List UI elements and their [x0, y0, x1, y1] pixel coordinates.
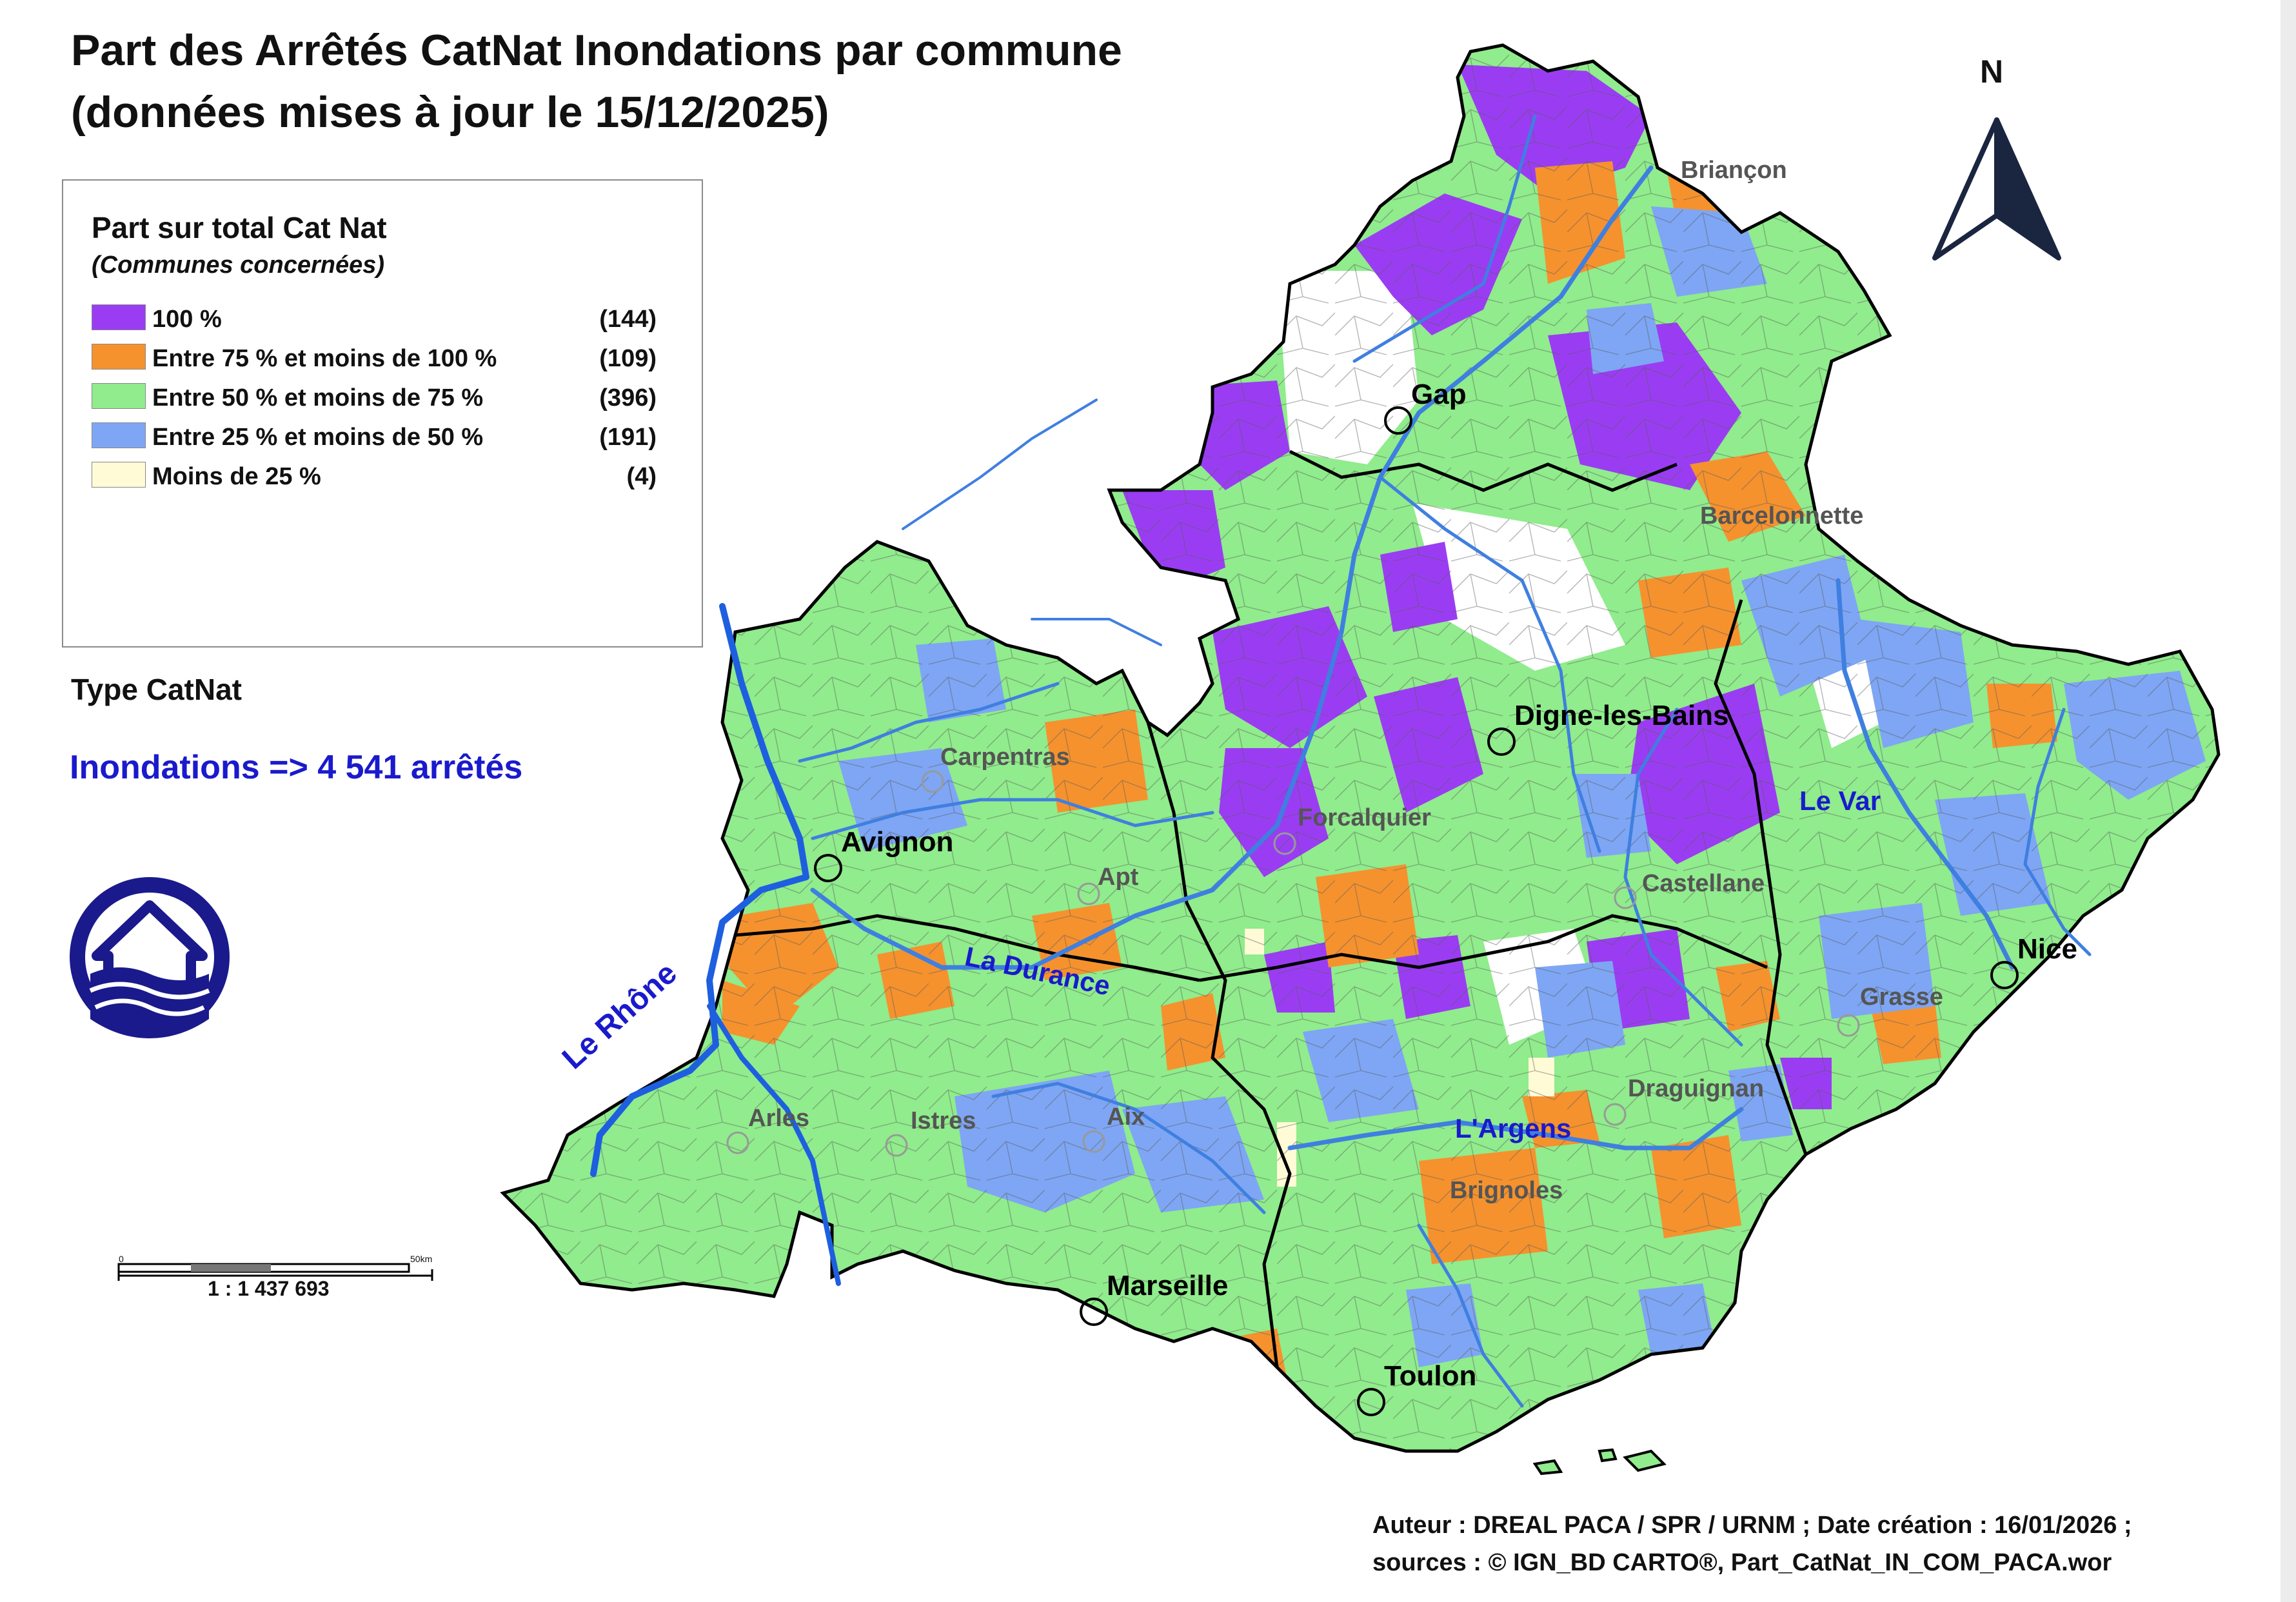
river-argens	[1287, 1107, 1744, 1151]
legend-count: (191)	[599, 424, 657, 451]
city-label-nice: Nice	[2017, 933, 2077, 965]
legend-subtitle: (Communes concernées)	[92, 252, 385, 279]
legend-item-50-75: Entre 50 % et moins de 75 % (396)	[92, 382, 691, 411]
flood-logo-icon	[70, 877, 230, 1038]
north-label: N	[1980, 54, 2004, 90]
river-var	[1836, 578, 2015, 970]
city-marker-forcalquier	[1273, 832, 1296, 855]
type-catnat-title: Type CatNat	[71, 673, 242, 706]
river-durance	[810, 165, 1654, 970]
choropleth-layer	[503, 45, 2219, 1451]
city-marker-draguignan	[1603, 1103, 1627, 1126]
city-marker-gap	[1384, 406, 1412, 435]
river-label-var: Le Var	[1799, 786, 1881, 816]
city-marker-castellane	[1614, 886, 1637, 909]
legend-count: (109)	[599, 345, 657, 372]
map-title: Part des Arrêtés CatNat Inondations par …	[71, 19, 1122, 143]
legend-swatch-purple	[92, 304, 146, 330]
legend-label: Entre 50 % et moins de 75 %	[152, 384, 484, 411]
scale-end-label: 50km	[410, 1254, 433, 1264]
city-label-marseille: Marseille	[1107, 1270, 1228, 1301]
title-line-2: (données mises à jour le 15/12/2025)	[71, 88, 829, 137]
city-label-gap: Gap	[1411, 379, 1467, 410]
legend-item-25-50: Entre 25 % et moins de 50 % (191)	[92, 421, 691, 451]
legend-item-75-100: Entre 75 % et moins de 100 % (109)	[92, 342, 691, 372]
commune-boundaries	[503, 45, 2219, 1451]
legend-swatch-cream	[92, 462, 146, 488]
scale-ratio: 1 : 1 437 693	[208, 1277, 330, 1300]
footer-author: Auteur : DREAL PACA / SPR / URNM ; Date …	[1372, 1512, 2132, 1539]
legend-item-100: 100 % (144)	[92, 303, 691, 333]
city-label-toulon: Toulon	[1384, 1360, 1476, 1392]
city-label-draguignan: Draguignan	[1628, 1075, 1764, 1102]
legend-count: (4)	[626, 463, 657, 490]
legend-swatch-blue	[92, 422, 146, 448]
north-arrow-icon	[1932, 117, 2061, 261]
river-label-rhone: Le Rhône	[556, 956, 684, 1076]
city-marker-istres	[885, 1134, 908, 1157]
title-line-1: Part des Arrêtés CatNat Inondations par …	[71, 26, 1122, 75]
legend-item-below-25: Moins de 25 % (4)	[92, 460, 691, 490]
legend-label: Entre 75 % et moins de 100 %	[152, 345, 497, 372]
city-label-carpentras: Carpentras	[940, 744, 1070, 771]
legend-label: Entre 25 % et moins de 50 %	[152, 424, 484, 451]
river-rhone	[590, 603, 809, 1177]
city-marker-marseille	[1080, 1298, 1108, 1326]
minor-cities: Briançon Barcelonnette Carpentras Forcal…	[726, 157, 1943, 1204]
city-label-grasse: Grasse	[1860, 984, 1943, 1011]
major-cities: Gap Digne-les-Bains Avignon Nice Marseil…	[814, 379, 2077, 1416]
city-label-istres: Istres	[911, 1107, 976, 1134]
city-label-aix: Aix	[1107, 1103, 1145, 1131]
city-label-arles: Arles	[748, 1105, 809, 1132]
city-label-digne: Digne-les-Bains	[1514, 700, 1729, 731]
right-edge-strip	[2281, 0, 2296, 1602]
city-label-barcelonnette: Barcelonnette	[1700, 502, 1863, 529]
type-catnat-value: Inondations => 4 541 arrêtés	[70, 749, 523, 786]
legend-count: (144)	[599, 306, 657, 333]
legend-label: 100 %	[152, 306, 222, 333]
river-label-argens: L'Argens	[1455, 1113, 1571, 1143]
scale-start-label: 0	[119, 1254, 124, 1264]
city-marker-toulon	[1357, 1388, 1385, 1416]
legend-swatch-orange	[92, 344, 146, 370]
legend-swatch-green	[92, 383, 146, 409]
city-label-forcalquier: Forcalquier	[1298, 804, 1431, 831]
city-label-briancon: Briançon	[1681, 157, 1787, 184]
city-marker-carpentras	[921, 770, 944, 793]
city-marker-apt	[1077, 882, 1100, 905]
city-label-avignon: Avignon	[841, 826, 953, 858]
city-marker-grasse	[1837, 1014, 1860, 1037]
city-marker-nice	[1990, 961, 2019, 989]
legend-count: (396)	[599, 384, 657, 411]
river-network	[590, 114, 2092, 1408]
legend-box: Part sur total Cat Nat (Communes concern…	[62, 179, 703, 648]
city-marker-aix	[1082, 1130, 1105, 1153]
scale-bar	[117, 1263, 433, 1281]
city-marker-arles	[726, 1131, 749, 1154]
footer-sources: sources : © IGN_BD CARTO®, Part_CatNat_I…	[1372, 1549, 2112, 1576]
department-boundaries	[735, 450, 1808, 1368]
city-label-castellane: Castellane	[1642, 870, 1765, 897]
city-label-apt: Apt	[1098, 864, 1139, 891]
legend-label: Moins de 25 %	[152, 463, 321, 490]
city-label-brignoles: Brignoles	[1450, 1177, 1563, 1204]
legend-title: Part sur total Cat Nat	[92, 211, 387, 244]
city-marker-digne	[1487, 727, 1516, 756]
islands	[1532, 1448, 1667, 1476]
city-marker-avignon	[814, 854, 842, 882]
